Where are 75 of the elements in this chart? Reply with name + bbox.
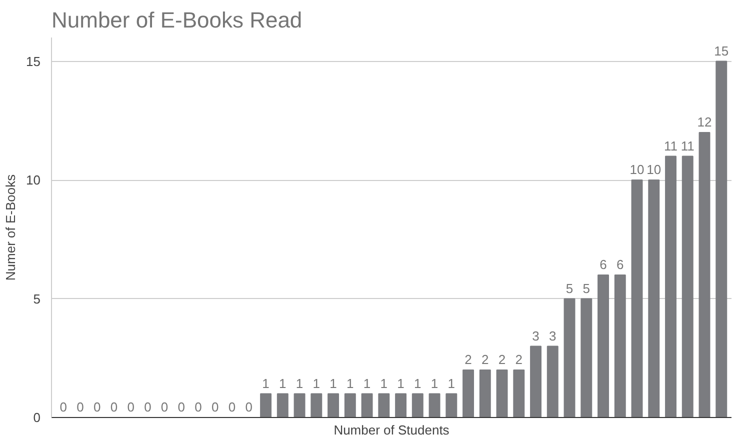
data-label: 1 [312, 376, 320, 391]
bar [412, 393, 424, 418]
bar [260, 393, 272, 418]
data-label: 10 [630, 162, 644, 177]
data-label: 3 [532, 328, 540, 344]
data-label: 3 [549, 328, 556, 344]
bar [310, 393, 322, 418]
bar [698, 132, 710, 418]
bar [395, 393, 407, 418]
data-label: 1 [279, 376, 286, 391]
data-label: 0 [110, 400, 118, 414]
x-axis-title: Number of Students [334, 422, 450, 438]
bar [598, 274, 609, 418]
y-tick-label: 5 [33, 291, 41, 306]
y-tick-label: 15 [26, 54, 41, 69]
data-label: 6 [616, 257, 624, 272]
data-label: 0 [60, 400, 67, 414]
data-label: 1 [380, 376, 388, 391]
y-tick-label: 10 [26, 172, 41, 188]
data-label: 1 [296, 376, 304, 391]
data-label: 2 [464, 352, 472, 367]
data-label: 0 [245, 400, 253, 414]
bar [428, 393, 440, 418]
y-axis-title: Numer of E-Books [3, 174, 18, 281]
bar [648, 180, 660, 418]
bar [378, 393, 390, 418]
bar [496, 370, 508, 418]
chart-title: Number of E-Books Read [52, 8, 302, 32]
data-label: 0 [212, 400, 219, 414]
bar [276, 393, 288, 418]
data-label: 2 [498, 352, 506, 367]
data-label: 0 [160, 400, 168, 414]
data-label: 11 [680, 138, 694, 154]
data-label: 5 [566, 280, 574, 296]
data-label: 12 [697, 114, 712, 130]
bar [361, 393, 373, 418]
data-label: 2 [482, 352, 489, 367]
data-label: 1 [430, 376, 438, 391]
data-label: 0 [144, 400, 152, 414]
bar [682, 156, 694, 418]
data-label: 1 [414, 376, 422, 391]
bar [513, 370, 525, 418]
data-label: 1 [363, 376, 371, 391]
data-label: 0 [228, 400, 236, 414]
data-label: 1 [397, 376, 404, 391]
data-label: 0 [127, 400, 134, 414]
data-label: 10 [646, 162, 662, 177]
data-label: 2 [515, 352, 523, 367]
data-label: 5 [582, 280, 590, 296]
data-label: 6 [600, 257, 607, 272]
data-label: 1 [262, 376, 270, 391]
data-label: 11 [664, 138, 678, 154]
data-label: 0 [76, 400, 84, 414]
bar [546, 346, 558, 418]
bar [294, 393, 306, 418]
bar [462, 370, 474, 418]
data-label: 0 [93, 400, 101, 414]
data-label: 1 [346, 376, 354, 391]
bar [479, 370, 491, 418]
bar [665, 156, 676, 418]
bar [328, 393, 340, 418]
bar [716, 60, 728, 418]
data-label: 0 [178, 400, 186, 414]
bar [614, 274, 626, 418]
data-label: 1 [448, 376, 456, 391]
data-label: 1 [330, 376, 337, 391]
bar [344, 393, 356, 418]
bar [580, 298, 592, 418]
bar [564, 298, 576, 418]
bar [446, 393, 458, 418]
bar [530, 346, 542, 418]
data-label: 15 [714, 43, 729, 58]
data-label: 0 [194, 400, 202, 414]
bar [631, 180, 643, 418]
y-tick-label: 0 [33, 410, 41, 425]
